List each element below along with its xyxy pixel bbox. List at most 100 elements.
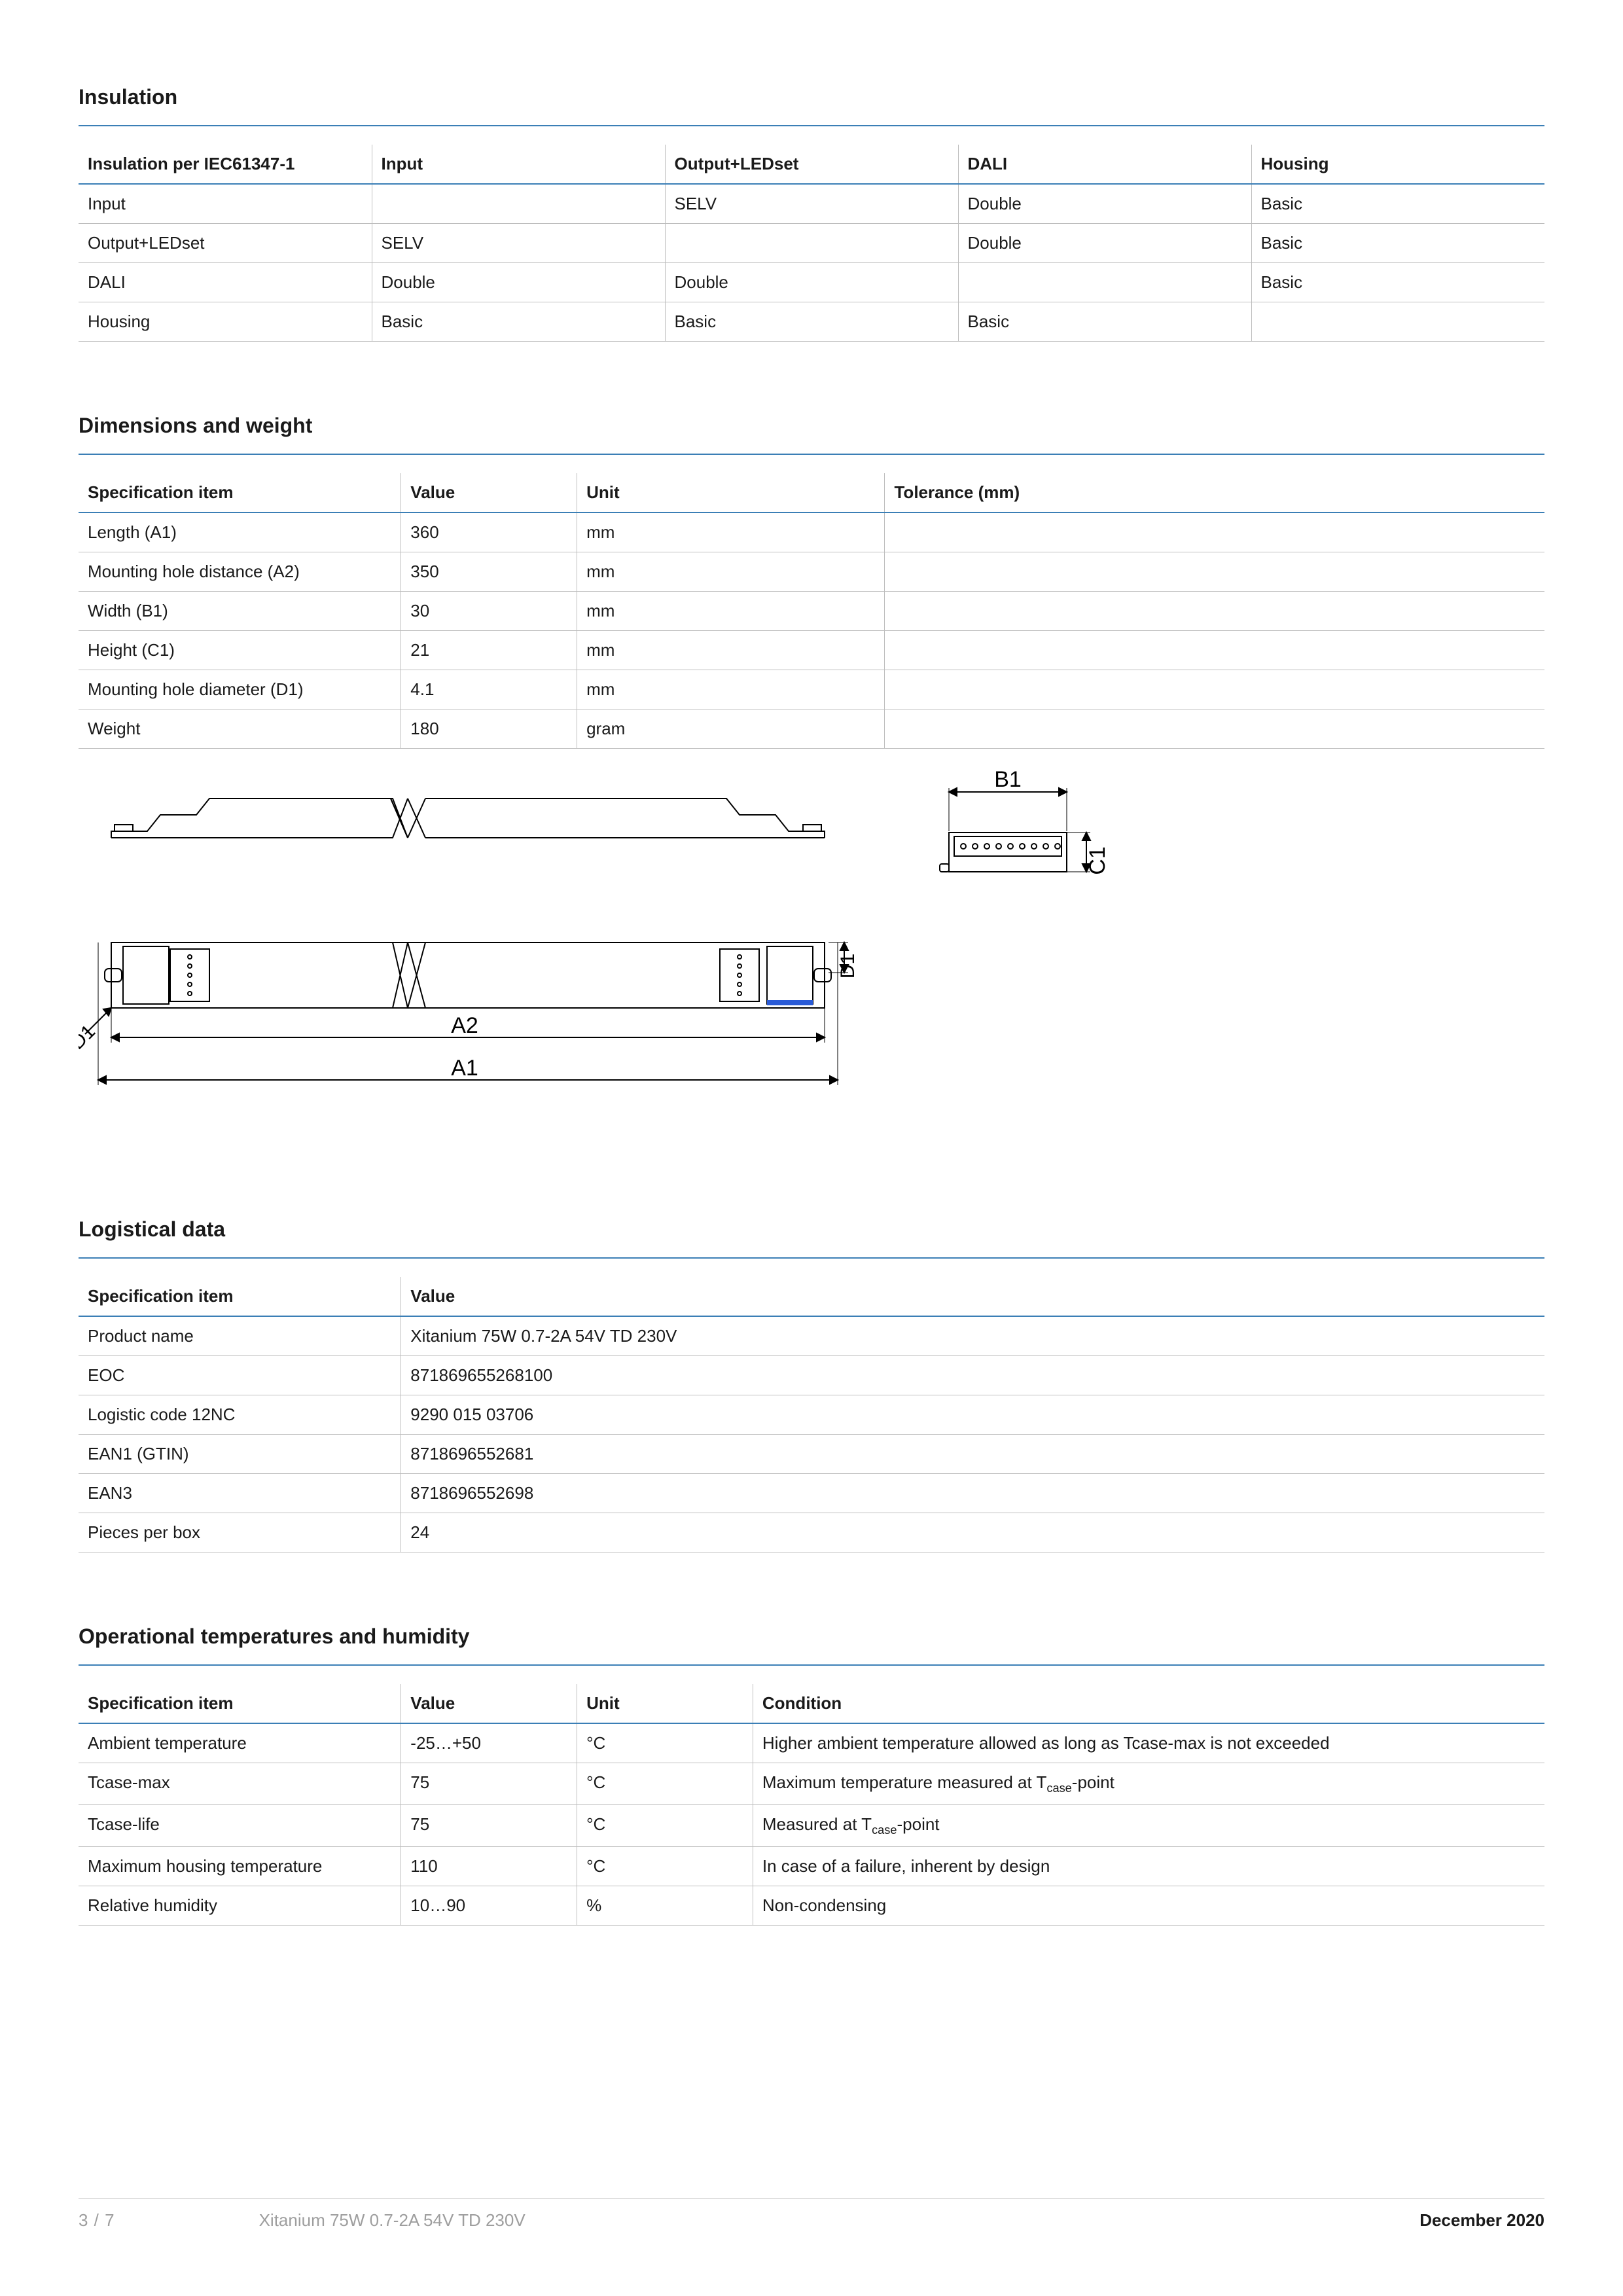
table-row: Maximum housing temperature110°CIn case … [79, 1847, 1544, 1886]
dimensions-body: Length (A1)360mmMounting hole distance (… [79, 512, 1544, 749]
table-cell: Basic [372, 302, 665, 342]
label-d1-b: D1 [837, 954, 859, 978]
table-row: Logistic code 12NC9290 015 03706 [79, 1395, 1544, 1435]
table-cell: Maximum temperature measured at Tcase-po… [753, 1763, 1544, 1805]
drawing-end-view: B1 C1 [929, 766, 1126, 916]
table-cell: Ambient temperature [79, 1723, 401, 1763]
table-cell: Tcase-life [79, 1805, 401, 1847]
table-cell: °C [577, 1805, 753, 1847]
table-cell: Width (B1) [79, 592, 401, 631]
dimension-drawings: A2 A1 D1 D1 [79, 766, 1544, 1145]
table-cell: Weight [79, 709, 401, 749]
table-cell: 8718696552681 [401, 1435, 1544, 1474]
table-cell: °C [577, 1847, 753, 1886]
table-row: Tcase-max75°CMaximum temperature measure… [79, 1763, 1544, 1805]
section-dimensions: Dimensions and weight Specification item… [79, 414, 1544, 1145]
table-cell [885, 552, 1544, 592]
table-row: HousingBasicBasicBasic [79, 302, 1544, 342]
table-row: Weight180gram [79, 709, 1544, 749]
insulation-title: Insulation [79, 85, 1544, 109]
insulation-col-3: DALI [958, 145, 1251, 184]
table-cell [885, 670, 1544, 709]
table-row: Product nameXitanium 75W 0.7-2A 54V TD 2… [79, 1316, 1544, 1356]
dimensions-rule [79, 454, 1544, 455]
insulation-col-1: Input [372, 145, 665, 184]
table-cell: °C [577, 1723, 753, 1763]
table-cell: 75 [401, 1763, 577, 1805]
table-row: DALIDoubleDoubleBasic [79, 263, 1544, 302]
operational-rule [79, 1664, 1544, 1666]
logistical-title: Logistical data [79, 1217, 1544, 1242]
page-footer: 3 / 7 Xitanium 75W 0.7-2A 54V TD 230V De… [79, 2198, 1544, 2231]
table-cell: Mounting hole diameter (D1) [79, 670, 401, 709]
table-cell [885, 592, 1544, 631]
table-cell: Output+LEDset [79, 224, 372, 263]
table-cell: Double [665, 263, 958, 302]
table-cell: °C [577, 1763, 753, 1805]
insulation-table: Insulation per IEC61347-1 Input Output+L… [79, 145, 1544, 342]
table-cell: 871869655268100 [401, 1356, 1544, 1395]
table-cell: Tcase-max [79, 1763, 401, 1805]
logistical-rule [79, 1257, 1544, 1259]
label-a1: A1 [451, 1056, 478, 1081]
table-cell: EOC [79, 1356, 401, 1395]
table-row: Pieces per box24 [79, 1513, 1544, 1552]
table-cell: Non-condensing [753, 1886, 1544, 1926]
table-cell [885, 709, 1544, 749]
table-row: InputSELVDoubleBasic [79, 184, 1544, 224]
footer-page: 3 / 7 [79, 2210, 115, 2231]
table-cell [1251, 302, 1544, 342]
table-cell: 10…90 [401, 1886, 577, 1926]
drawing-long-views: A2 A1 D1 D1 [79, 766, 883, 1145]
table-cell: Measured at Tcase-point [753, 1805, 1544, 1847]
label-d1-a: D1 [79, 1020, 99, 1053]
table-cell [885, 631, 1544, 670]
table-cell: Logistic code 12NC [79, 1395, 401, 1435]
table-cell: Double [958, 184, 1251, 224]
logistical-col-1: Value [401, 1277, 1544, 1316]
table-row: Height (C1)21mm [79, 631, 1544, 670]
logistical-body: Product nameXitanium 75W 0.7-2A 54V TD 2… [79, 1316, 1544, 1552]
table-cell: 110 [401, 1847, 577, 1886]
table-cell: Mounting hole distance (A2) [79, 552, 401, 592]
dimensions-col-2: Unit [577, 473, 885, 512]
table-cell: mm [577, 631, 885, 670]
table-row: EAN38718696552698 [79, 1474, 1544, 1513]
insulation-rule [79, 125, 1544, 126]
table-cell: 75 [401, 1805, 577, 1847]
table-row: Relative humidity10…90%Non-condensing [79, 1886, 1544, 1926]
table-cell: 30 [401, 592, 577, 631]
insulation-body: InputSELVDoubleBasicOutput+LEDsetSELVDou… [79, 184, 1544, 342]
table-row: Tcase-life75°CMeasured at Tcase-point [79, 1805, 1544, 1847]
logistical-col-0: Specification item [79, 1277, 401, 1316]
table-cell: Maximum housing temperature [79, 1847, 401, 1886]
table-cell: Basic [1251, 224, 1544, 263]
table-cell: In case of a failure, inherent by design [753, 1847, 1544, 1886]
table-cell: 350 [401, 552, 577, 592]
table-cell [372, 184, 665, 224]
table-cell: Basic [1251, 263, 1544, 302]
operational-col-1: Value [401, 1684, 577, 1723]
table-cell: 8718696552698 [401, 1474, 1544, 1513]
table-cell: Double [372, 263, 665, 302]
table-cell [665, 224, 958, 263]
table-row: Mounting hole diameter (D1)4.1mm [79, 670, 1544, 709]
table-cell: 360 [401, 512, 577, 552]
table-cell: mm [577, 670, 885, 709]
insulation-col-4: Housing [1251, 145, 1544, 184]
table-cell: mm [577, 552, 885, 592]
dimensions-col-3: Tolerance (mm) [885, 473, 1544, 512]
table-cell: 21 [401, 631, 577, 670]
table-cell: Basic [958, 302, 1251, 342]
section-insulation: Insulation Insulation per IEC61347-1 Inp… [79, 85, 1544, 342]
table-cell: -25…+50 [401, 1723, 577, 1763]
section-logistical: Logistical data Specification item Value… [79, 1217, 1544, 1552]
operational-col-3: Condition [753, 1684, 1544, 1723]
table-cell: Higher ambient temperature allowed as lo… [753, 1723, 1544, 1763]
table-cell: Length (A1) [79, 512, 401, 552]
table-cell [885, 512, 1544, 552]
table-cell: Basic [1251, 184, 1544, 224]
dimensions-col-0: Specification item [79, 473, 401, 512]
table-row: Mounting hole distance (A2)350mm [79, 552, 1544, 592]
insulation-col-0: Insulation per IEC61347-1 [79, 145, 372, 184]
